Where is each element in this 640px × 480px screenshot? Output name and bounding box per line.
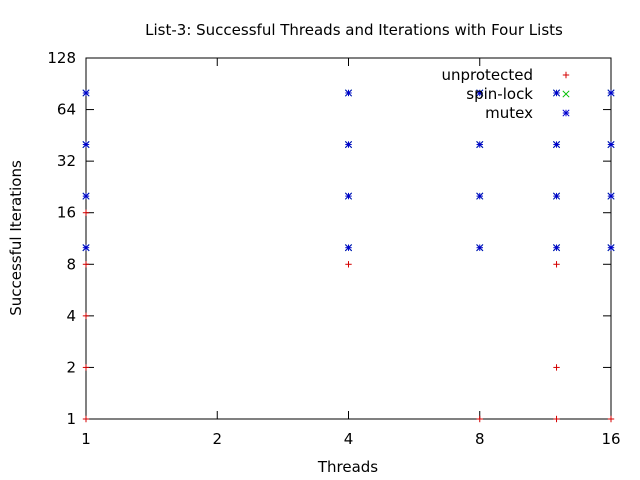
mutex-point bbox=[476, 192, 484, 200]
unprotected-point bbox=[82, 415, 90, 423]
unprotected-point bbox=[476, 415, 483, 423]
mutex-point bbox=[476, 244, 484, 252]
axis-ticks: 1 2 4 8 16 32 64 128 1 2 4 8 16 bbox=[47, 49, 620, 448]
legend-label: unprotected bbox=[441, 66, 533, 84]
unprotected-point bbox=[82, 209, 90, 216]
unprotected-point bbox=[345, 261, 352, 268]
mutex-point bbox=[344, 192, 353, 200]
unprotected-point bbox=[82, 312, 90, 320]
y-tick-label: 8 bbox=[66, 255, 76, 273]
mutex-point bbox=[82, 192, 90, 200]
legend-label: spin-lock bbox=[466, 85, 533, 103]
legend-marker bbox=[562, 109, 570, 117]
mutex-point bbox=[82, 89, 90, 97]
y-tick-label: 64 bbox=[57, 101, 76, 119]
mutex-point bbox=[476, 89, 484, 97]
mutex-point bbox=[552, 192, 561, 200]
y-tick-label: 4 bbox=[66, 307, 76, 325]
mutex-point bbox=[552, 140, 561, 149]
mutex-point bbox=[344, 89, 353, 97]
mutex-point bbox=[607, 244, 615, 252]
legend-marker bbox=[562, 90, 570, 98]
unprotected-point bbox=[607, 415, 615, 423]
unprotected-point bbox=[82, 261, 90, 268]
y-tick-label: 16 bbox=[57, 204, 76, 222]
y-tick-label: 32 bbox=[57, 152, 76, 170]
y-tick-label: 128 bbox=[47, 49, 76, 67]
x-tick-label: 2 bbox=[212, 430, 222, 448]
mutex-point bbox=[476, 140, 484, 149]
x-tick-label: 1 bbox=[81, 430, 91, 448]
unprotected-point bbox=[553, 415, 560, 423]
x-tick-label: 16 bbox=[601, 430, 620, 448]
mutex-point bbox=[82, 244, 90, 252]
legend-label: mutex bbox=[485, 104, 533, 122]
series-spin-lock bbox=[82, 89, 615, 252]
series-unprotected bbox=[82, 209, 615, 423]
x-tick-label: 4 bbox=[344, 430, 354, 448]
mutex-point bbox=[607, 89, 615, 97]
series-mutex bbox=[82, 89, 615, 252]
unprotected-point bbox=[553, 261, 560, 268]
x-axis-label: Threads bbox=[317, 458, 378, 476]
y-tick-label: 2 bbox=[66, 358, 76, 376]
x-tick-label: 8 bbox=[475, 430, 485, 448]
unprotected-point bbox=[82, 364, 90, 371]
chart-title: List-3: Successful Threads and Iteration… bbox=[145, 21, 563, 39]
mutex-point bbox=[344, 140, 353, 149]
data-points bbox=[82, 89, 615, 423]
y-tick-label: 1 bbox=[66, 410, 76, 428]
mutex-point bbox=[607, 192, 615, 200]
mutex-point bbox=[82, 140, 90, 149]
mutex-point bbox=[552, 89, 561, 97]
legend-marker bbox=[562, 71, 570, 79]
mutex-point bbox=[607, 140, 615, 149]
y-axis-label: Successful Iterations bbox=[7, 160, 25, 316]
unprotected-point bbox=[553, 364, 560, 371]
mutex-point bbox=[344, 244, 353, 252]
mutex-point bbox=[552, 244, 561, 252]
